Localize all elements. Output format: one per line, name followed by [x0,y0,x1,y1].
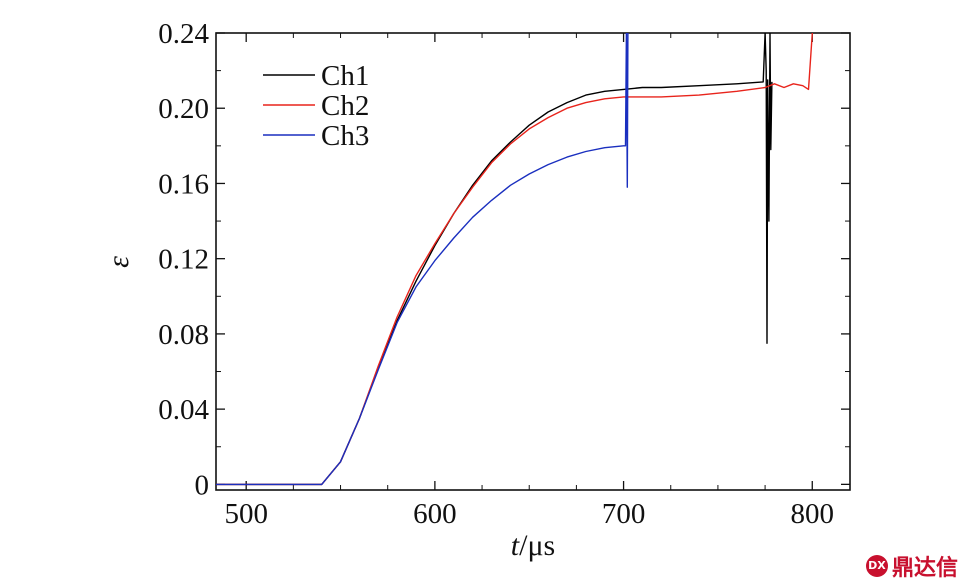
logo-icon: DX [865,555,888,577]
y-tick-label: 0.08 [158,319,209,351]
x-tick-label: 800 [791,498,835,530]
axis-ticks [216,32,850,490]
series-line-ch3 [216,33,629,486]
legend-label-ch1: Ch1 [321,60,369,92]
y-tick-label: 0.12 [158,244,209,276]
y-tick-label: 0 [195,469,210,501]
y-tick-label: 0.24 [158,18,209,50]
x-tick-label: 700 [602,498,646,530]
y-tick-label: 0.16 [158,168,209,200]
x-tick-label: 600 [413,498,457,530]
y-tick-labels: 0 0.04 0.08 0.12 0.16 0.20 0.24 [158,18,209,501]
y-tick-label: 0.04 [158,394,209,426]
x-tick-labels: 500 600 700 800 [224,498,834,530]
y-tick-label: 0.20 [158,93,209,125]
legend-label-ch2: Ch2 [321,90,369,122]
series-line-ch1 [216,33,773,486]
x-tick-label: 500 [224,498,268,530]
x-axis-title: t/μs [511,529,555,562]
plot-frame [215,32,851,491]
legend-label-ch3: Ch3 [321,120,369,152]
series-line-ch2 [216,33,813,486]
y-axis-title: ε [102,256,135,268]
watermark-text: 鼎达信 [891,556,958,581]
series-layer [216,33,813,486]
watermark: DX 鼎达信 [865,550,958,582]
